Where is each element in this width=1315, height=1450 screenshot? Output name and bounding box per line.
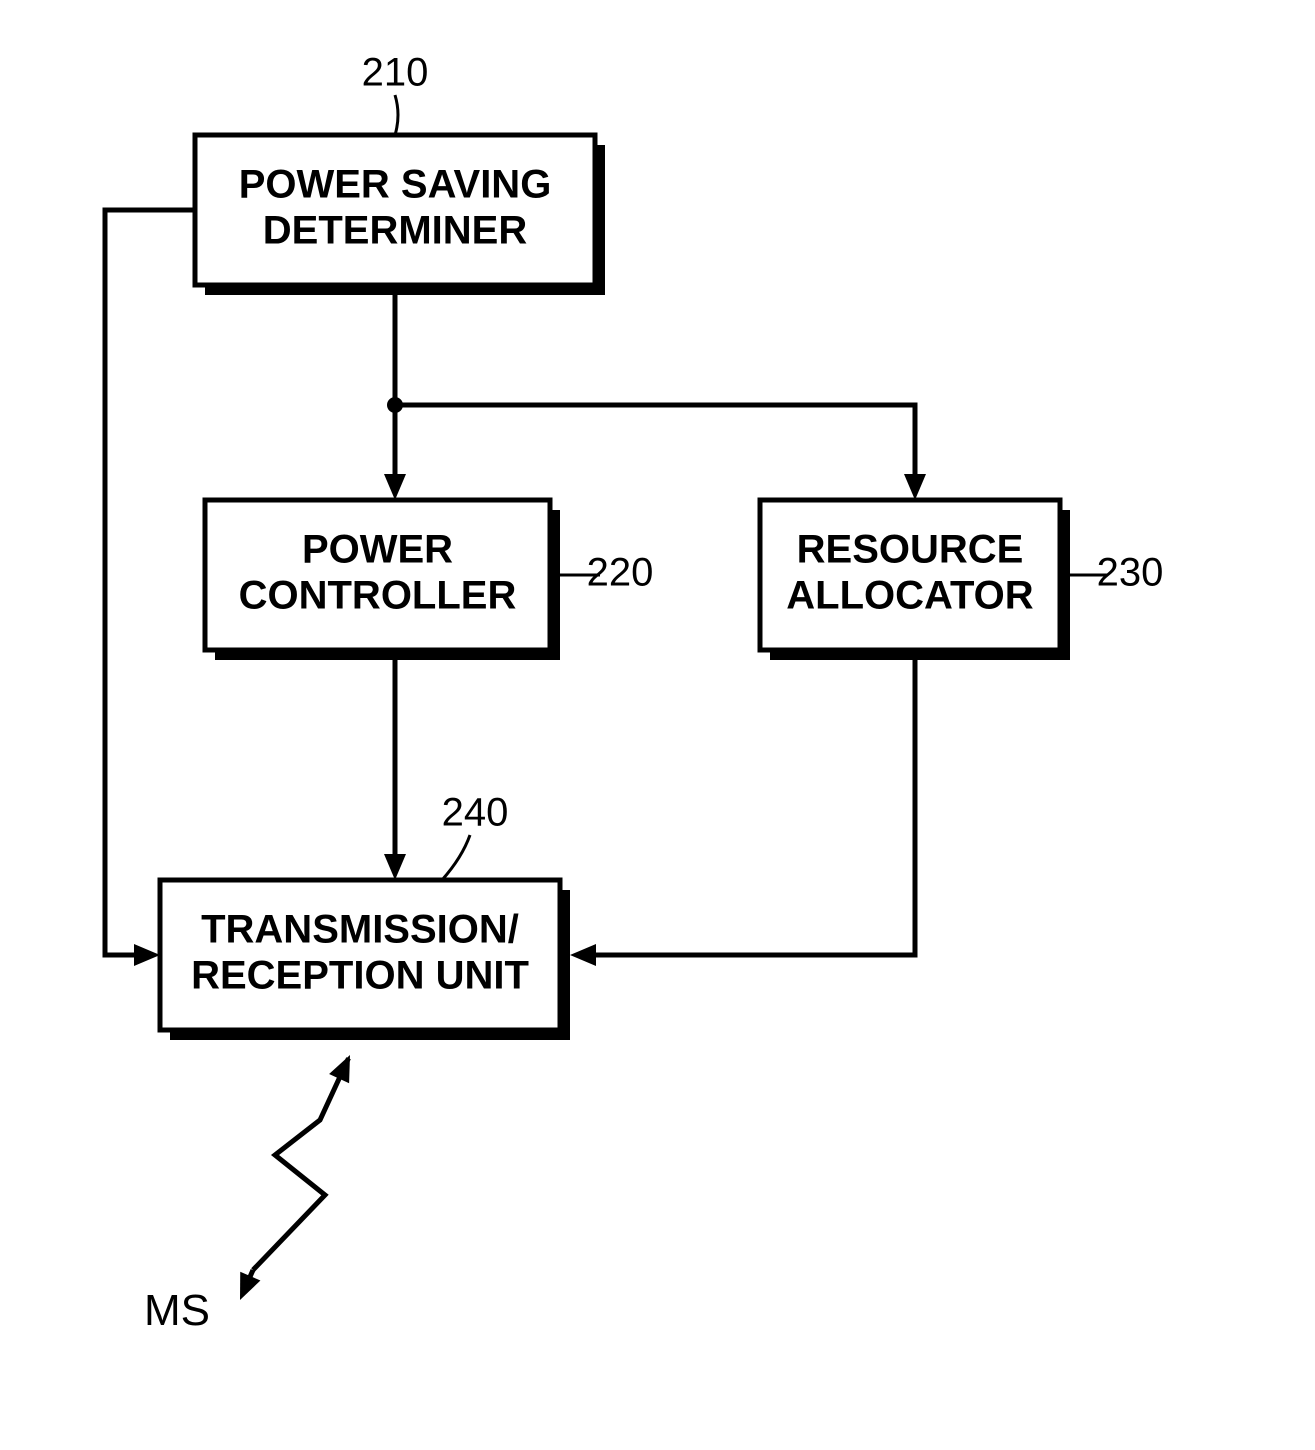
psd-label-line1: DETERMINER (263, 209, 528, 253)
edge-psd-tr_side (105, 210, 195, 955)
ra-ref: 230 (1097, 551, 1164, 595)
psd-ref: 210 (362, 51, 429, 95)
edge-psd-ra (395, 405, 915, 484)
pc-label-line0: POWER (302, 528, 453, 572)
junction-dot (387, 397, 403, 413)
tr-label-line0: TRANSMISSION/ (201, 908, 519, 952)
ms-label: MS (144, 1286, 210, 1335)
ra-label-line1: ALLOCATOR (786, 574, 1033, 618)
edge-ra-tr (586, 660, 915, 955)
tr-ref: 240 (442, 791, 509, 835)
tr-label-line1: RECEPTION UNIT (191, 954, 529, 998)
psd-ref-leader (395, 95, 398, 135)
pc-ref: 220 (587, 551, 654, 595)
pc-label-line1: CONTROLLER (239, 574, 517, 618)
wireless-link (253, 1068, 344, 1270)
psd-label-line0: POWER SAVING (239, 163, 552, 207)
tr-ref-leader (442, 835, 470, 880)
ra-label-line0: RESOURCE (797, 528, 1024, 572)
